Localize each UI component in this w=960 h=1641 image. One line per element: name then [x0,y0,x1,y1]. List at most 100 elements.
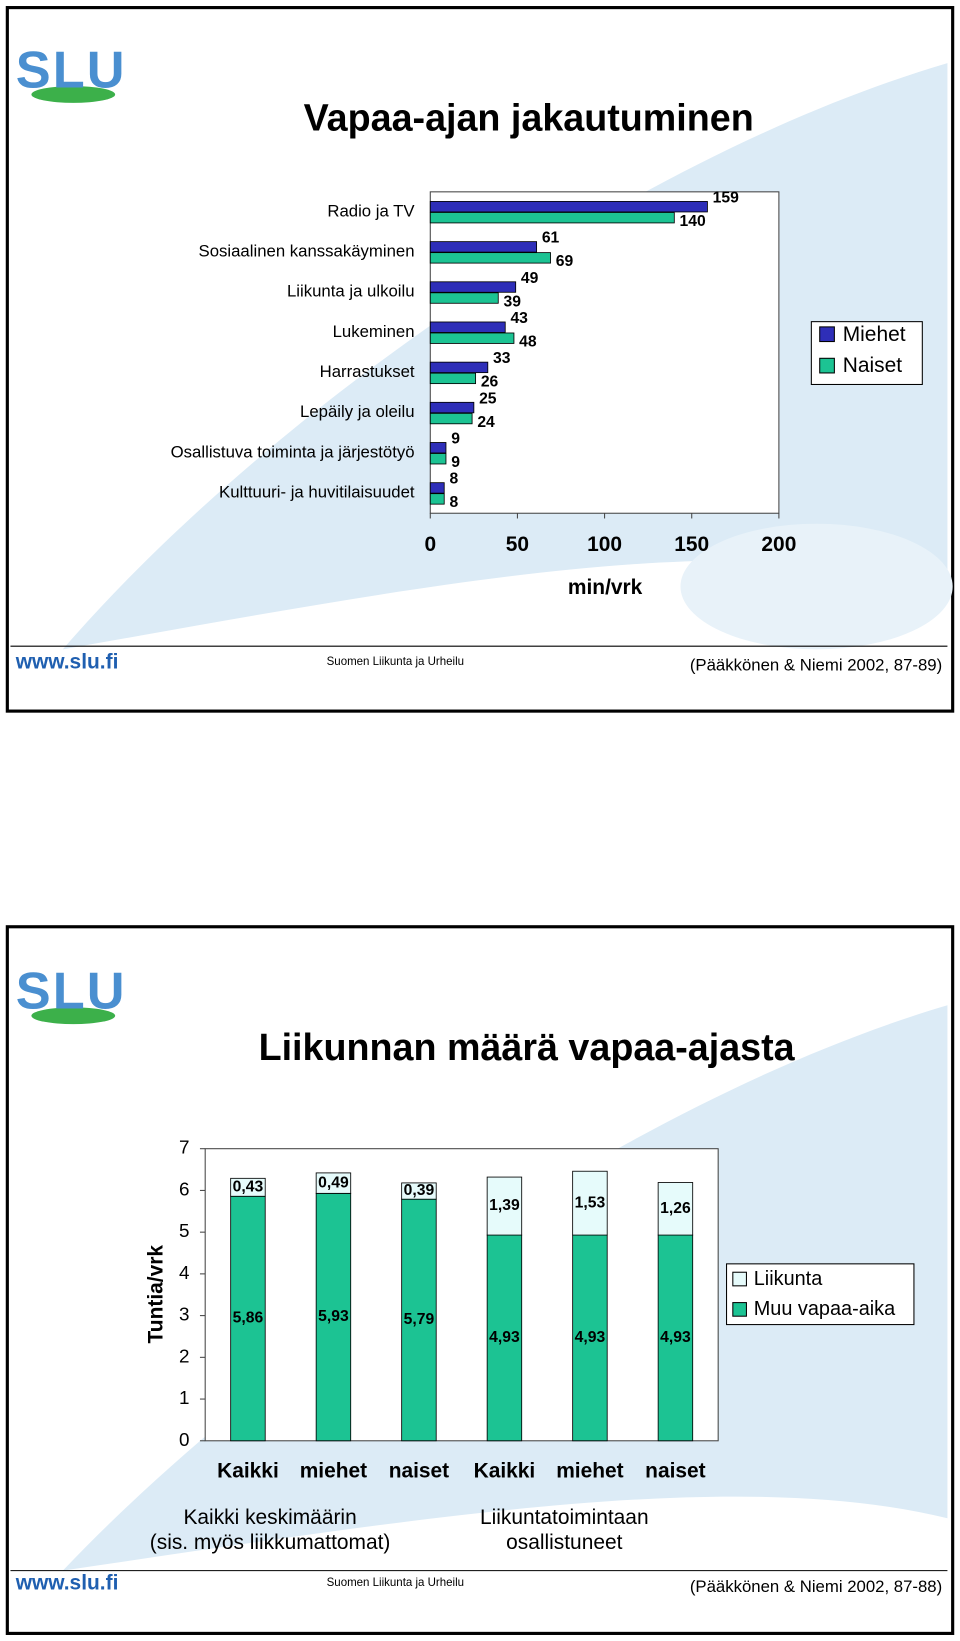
y-tick-label: 0 [179,1429,189,1450]
legend-label: Muu vapaa-aika [754,1298,896,1320]
y-tick-label: 2 [179,1345,189,1366]
source: (Pääkkönen & Niemi 2002, 87-89) [690,656,942,675]
group-label: (sis. myös liikkumattomat) [150,1531,391,1554]
value-label: 33 [493,350,511,367]
y-tick-label: 5 [179,1220,189,1241]
value-label: 5,79 [404,1311,435,1328]
value-label: 24 [477,414,495,431]
footer: Suomen Liikunta ja Urheilu [327,656,464,668]
value-label: 69 [556,253,574,270]
url: www.slu.fi [15,1572,119,1595]
bar [429,361,489,374]
logo: SLU [16,41,127,99]
value-label: 5,86 [233,1310,264,1327]
value-label: 0,49 [318,1174,349,1191]
y-tick-label: 3 [179,1304,189,1325]
bar-segment [657,1182,694,1236]
y-tick-label: 1 [179,1387,189,1408]
x-tick-label: 150 [674,533,709,556]
value-label: 8 [449,471,458,488]
footer: Suomen Liikunta ja Urheilu [327,1577,464,1589]
bar [429,252,551,264]
category-label: Kaikki [474,1460,536,1483]
bar-segment [486,1234,523,1442]
category-label: Liikunta ja ulkoilu [287,282,415,301]
bar [429,401,475,414]
x-tick-label: 50 [506,533,529,556]
category-label: Lepäily ja oleilu [300,402,415,421]
legend-swatch [819,326,835,343]
y-tick-label: 7 [179,1137,189,1158]
bar [429,212,675,224]
value-label: 39 [503,293,521,310]
bar-segment [401,1182,437,1200]
category-label: Kaikki [217,1460,279,1483]
bar [429,453,447,465]
x-tick-label: 100 [587,533,622,556]
category-label: Harrastukset [320,362,415,381]
x-tick-label: 200 [761,533,796,556]
value-label: 1,26 [660,1200,691,1217]
value-label: 159 [713,189,739,206]
category-label: Lukeminen [333,322,415,341]
x-axis-label: min/vrk [568,576,643,599]
bar-segment [486,1176,523,1236]
bar [429,482,445,494]
y-tick-label: 4 [179,1262,189,1283]
bar [429,412,473,425]
y-axis-label: Tuntia/vrk [145,1245,168,1344]
logo: SLU [16,963,127,1021]
url: www.slu.fi [15,650,119,673]
value-label: 61 [542,230,560,247]
group-label: Kaikki keskimäärin [183,1506,356,1529]
category-label: naiset [645,1460,705,1483]
bar-segment [657,1234,694,1442]
value-label: 140 [680,213,706,230]
group-label: Liikuntatoimintaan [480,1506,649,1529]
category-label: Kulttuuri- ja huvitilaisuudet [219,483,415,502]
legend-label: Naiset [843,354,902,377]
bar [429,332,515,344]
bar [429,292,499,304]
value-label: 5,93 [318,1308,349,1325]
x-tick-label: 0 [424,533,436,556]
value-label: 1,53 [575,1194,606,1211]
bar [429,241,538,253]
bar [429,493,445,505]
category-label: Sosiaalinen kanssakäyminen [199,242,415,261]
chart-title: Vapaa-ajan jakautuminen [304,97,754,139]
category-label: Radio ja TV [327,201,415,220]
value-label: 26 [481,374,499,391]
y-tick-label: 6 [179,1178,189,1199]
bar [429,372,477,385]
legend-label: Miehet [843,323,906,346]
value-label: 4,93 [489,1329,520,1346]
bar [429,442,447,454]
category-label: miehet [556,1460,623,1483]
chart-title: Liikunnan määrä vapaa-ajasta [259,1026,796,1068]
value-label: 0,43 [233,1178,264,1195]
legend-swatch [732,1271,747,1287]
legend-label: Liikunta [754,1268,823,1290]
bar-segment [315,1172,352,1194]
value-label: 9 [451,431,460,448]
bar-segment [230,1177,266,1197]
category-label: naiset [389,1460,449,1483]
legend-box [726,1263,915,1326]
group-label: osallistuneet [506,1531,622,1554]
value-label: 9 [451,454,460,471]
bar [429,321,506,333]
value-label: 4,93 [660,1329,691,1346]
value-label: 43 [510,310,528,327]
category-label: miehet [300,1460,367,1483]
category-label: Osallistuva toiminta ja järjestötyö [171,442,415,461]
value-label: 48 [519,334,537,351]
bar-segment [401,1198,437,1442]
legend-swatch [732,1302,747,1317]
bar-segment [572,1170,608,1236]
legend-swatch [819,357,835,374]
value-label: 8 [449,494,458,511]
bar [429,281,517,293]
